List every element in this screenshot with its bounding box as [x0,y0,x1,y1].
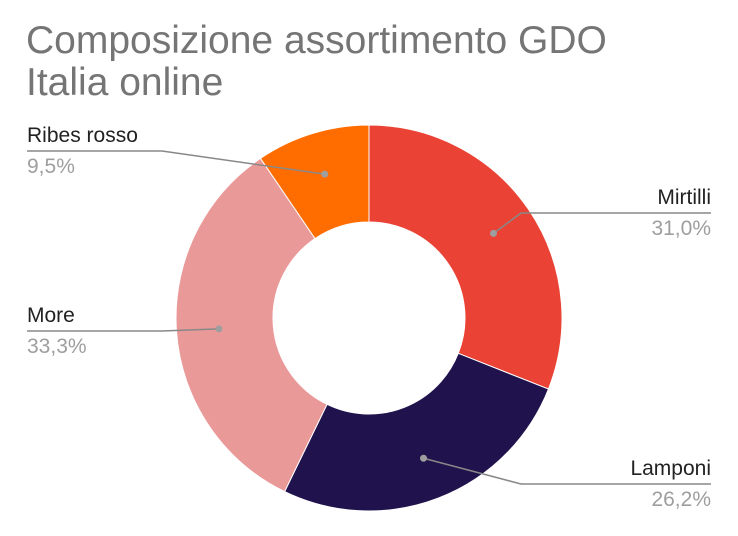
slice-ribes-rosso [259,124,370,240]
leader-line-mirtilli [493,212,711,235]
slice-mirtilli [368,124,563,390]
leader-dot-more [215,325,223,333]
leader-dot-lamponi [420,454,428,462]
leader-lines [27,150,711,485]
label-percent-lamponi: 26,2% [651,488,711,511]
label-name-more: More [27,304,75,327]
leader-line-ribes-rosso [27,150,325,175]
slice-more [175,157,328,493]
slice-lamponi [283,352,550,512]
donut-slices [175,124,563,512]
label-name-lamponi: Lamponi [630,457,711,480]
label-percent-ribes-rosso: 9,5% [27,155,75,178]
leader-line-more [27,328,219,332]
leader-dot-mirtilli [489,229,497,237]
chart-title: Composizione assortimento GDO Italia onl… [26,19,607,104]
label-percent-more: 33,3% [27,335,87,358]
slice-labels: Mirtilli 31,0% Lamponi 26,2% More 33,3% Ribes … [27,124,711,511]
label-name-ribes-rosso: Ribes rosso [27,124,138,147]
leader-line-lamponi [423,457,711,485]
label-name-mirtilli: Mirtilli [657,186,711,209]
leader-dot-ribes-rosso [321,170,329,178]
label-percent-mirtilli: 31,0% [651,217,711,240]
